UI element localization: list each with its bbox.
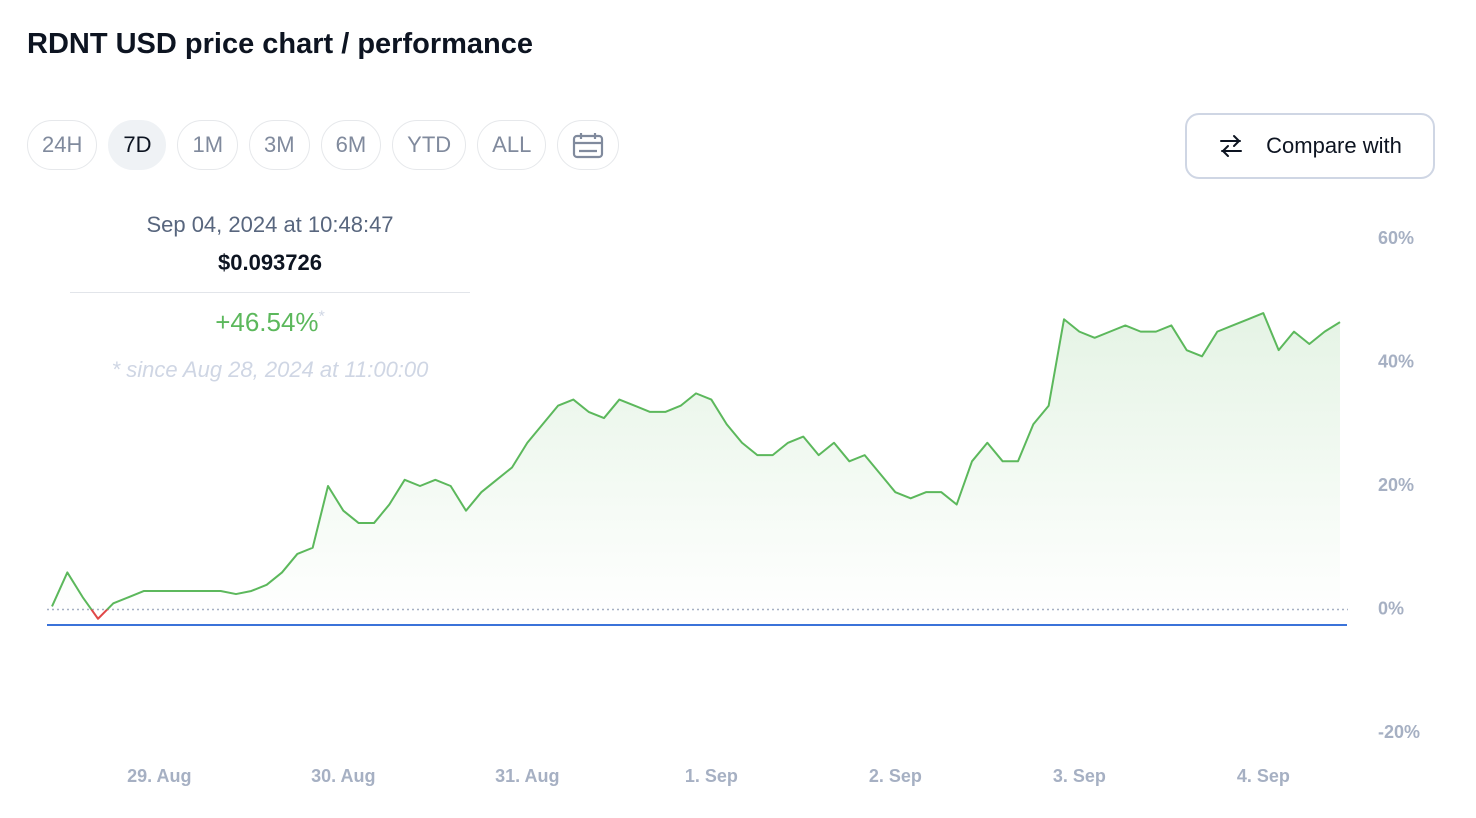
y-tick-label: 40% <box>1378 351 1414 371</box>
compare-label: Compare with <box>1266 133 1402 158</box>
calendar-icon <box>573 133 604 159</box>
x-tick-label: 1. Sep <box>685 766 738 786</box>
range-button[interactable]: 7D <box>108 120 167 170</box>
x-tick-label: 29. Aug <box>127 766 191 786</box>
swap-icon <box>1220 135 1243 157</box>
calendar-button[interactable] <box>557 120 620 170</box>
title: RDNT USD price chart / performance <box>27 28 534 60</box>
price-line <box>51 312 1341 610</box>
compare-button[interactable]: Compare with <box>1185 113 1435 179</box>
range-button[interactable]: 1M <box>177 120 239 170</box>
y-tick-label: 0% <box>1378 598 1404 618</box>
x-tick-label: 2. Sep <box>869 766 922 786</box>
range-button[interactable]: YTD <box>392 120 467 170</box>
divider <box>70 292 470 293</box>
range-button[interactable]: 6M <box>320 120 382 170</box>
x-tick-label: 4. Sep <box>1237 766 1290 786</box>
tooltip-date: Sep 04, 2024 at 10:48:47 <box>146 212 394 237</box>
tooltip: Sep 04, 2024 at 10:48:47 $0.093726 +46.5… <box>70 212 470 383</box>
tooltip-price: $0.093726 <box>218 250 322 275</box>
change-mark: * <box>318 308 325 326</box>
y-tick-label: 20% <box>1378 475 1414 495</box>
y-tick-label: 60% <box>1378 228 1414 248</box>
tooltip-change: +46.54%* <box>70 307 470 357</box>
x-tick-label: 30. Aug <box>311 766 375 786</box>
range-selector: 24H 7D 1M 3M 6M YTD ALL <box>27 120 620 170</box>
range-button[interactable]: ALL <box>477 120 547 170</box>
range-button[interactable]: 3M <box>249 120 310 170</box>
x-tick-label: 3. Sep <box>1053 766 1106 786</box>
area <box>52 313 1340 610</box>
y-tick-label: -20% <box>1378 722 1420 742</box>
range-button[interactable]: 24H <box>27 120 98 170</box>
change-value: +46.54% <box>215 307 319 337</box>
x-tick-label: 31. Aug <box>495 766 559 786</box>
tooltip-note: * since Aug 28, 2024 at 11:00:00 <box>111 357 429 382</box>
